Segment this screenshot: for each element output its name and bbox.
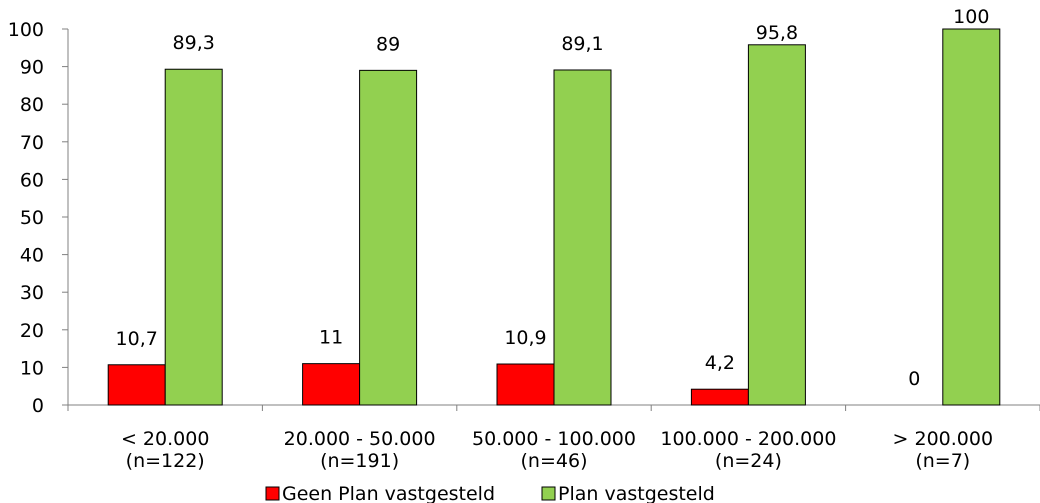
bar-plan <box>747 44 806 406</box>
x-category-label: (n=191) <box>320 450 399 472</box>
legend-swatch <box>265 486 280 501</box>
y-tick-label: 70 <box>20 132 44 154</box>
data-label: 89 <box>376 33 400 55</box>
y-tick-label: 30 <box>20 282 44 304</box>
y-tick-label: 40 <box>20 245 44 267</box>
data-label: 100 <box>953 6 989 28</box>
data-label: 10,7 <box>116 328 158 350</box>
bar-plan <box>164 68 223 406</box>
y-tick-label: 100 <box>8 19 44 41</box>
x-axis: < 20.000(n=122) 20.000 - 50.000(n=191) 50.… <box>67 404 1040 472</box>
legend: Geen Plan vastgesteld Plan vastgesteld <box>265 483 715 503</box>
legend-label: Geen Plan vastgesteld <box>282 483 495 503</box>
data-label: 0 <box>908 368 920 390</box>
data-label: 89,3 <box>173 32 215 54</box>
x-category-label: (n=24) <box>715 450 782 472</box>
x-category-label: (n=122) <box>126 450 205 472</box>
bar-plan <box>942 28 1001 406</box>
y-tick-label: 20 <box>20 320 44 342</box>
x-category-label: (n=46) <box>521 450 588 472</box>
x-category-label: < 20.000 <box>121 428 209 450</box>
legend-label: Plan vastgesteld <box>558 483 715 503</box>
data-label: 95,8 <box>756 22 798 44</box>
y-axis: 0 10 20 30 40 50 60 70 80 90 100 <box>8 19 69 417</box>
data-label: 10,9 <box>504 327 546 349</box>
x-category-label: 50.000 - 100.000 <box>472 428 636 450</box>
bar-geen-plan <box>302 363 361 406</box>
x-category-label: > 200.000 <box>893 428 994 450</box>
data-label: 11 <box>319 327 343 349</box>
bar-geen-plan <box>496 363 555 406</box>
bar-geen-plan <box>107 364 166 406</box>
y-tick-label: 50 <box>20 207 44 229</box>
data-label: 89,1 <box>561 33 603 55</box>
y-tick-label: 0 <box>32 395 44 417</box>
data-label: 4,2 <box>705 352 735 374</box>
x-category-label: (n=7) <box>915 450 970 472</box>
x-category-label: 20.000 - 50.000 <box>284 428 436 450</box>
x-category-label: 100.000 - 200.000 <box>660 428 836 450</box>
y-tick-label: 60 <box>20 169 44 191</box>
bars <box>107 28 1001 406</box>
legend-swatch <box>541 486 556 501</box>
data-labels: 10,7 11 10,9 4,2 0 89,3 89 89,1 95,8 100 <box>116 6 990 390</box>
bar-plan <box>359 69 418 406</box>
bar-geen-plan <box>690 388 749 406</box>
y-tick-label: 10 <box>20 357 44 379</box>
bar-plan <box>553 69 612 406</box>
y-tick-label: 80 <box>20 94 44 116</box>
y-tick-label: 90 <box>20 57 44 79</box>
